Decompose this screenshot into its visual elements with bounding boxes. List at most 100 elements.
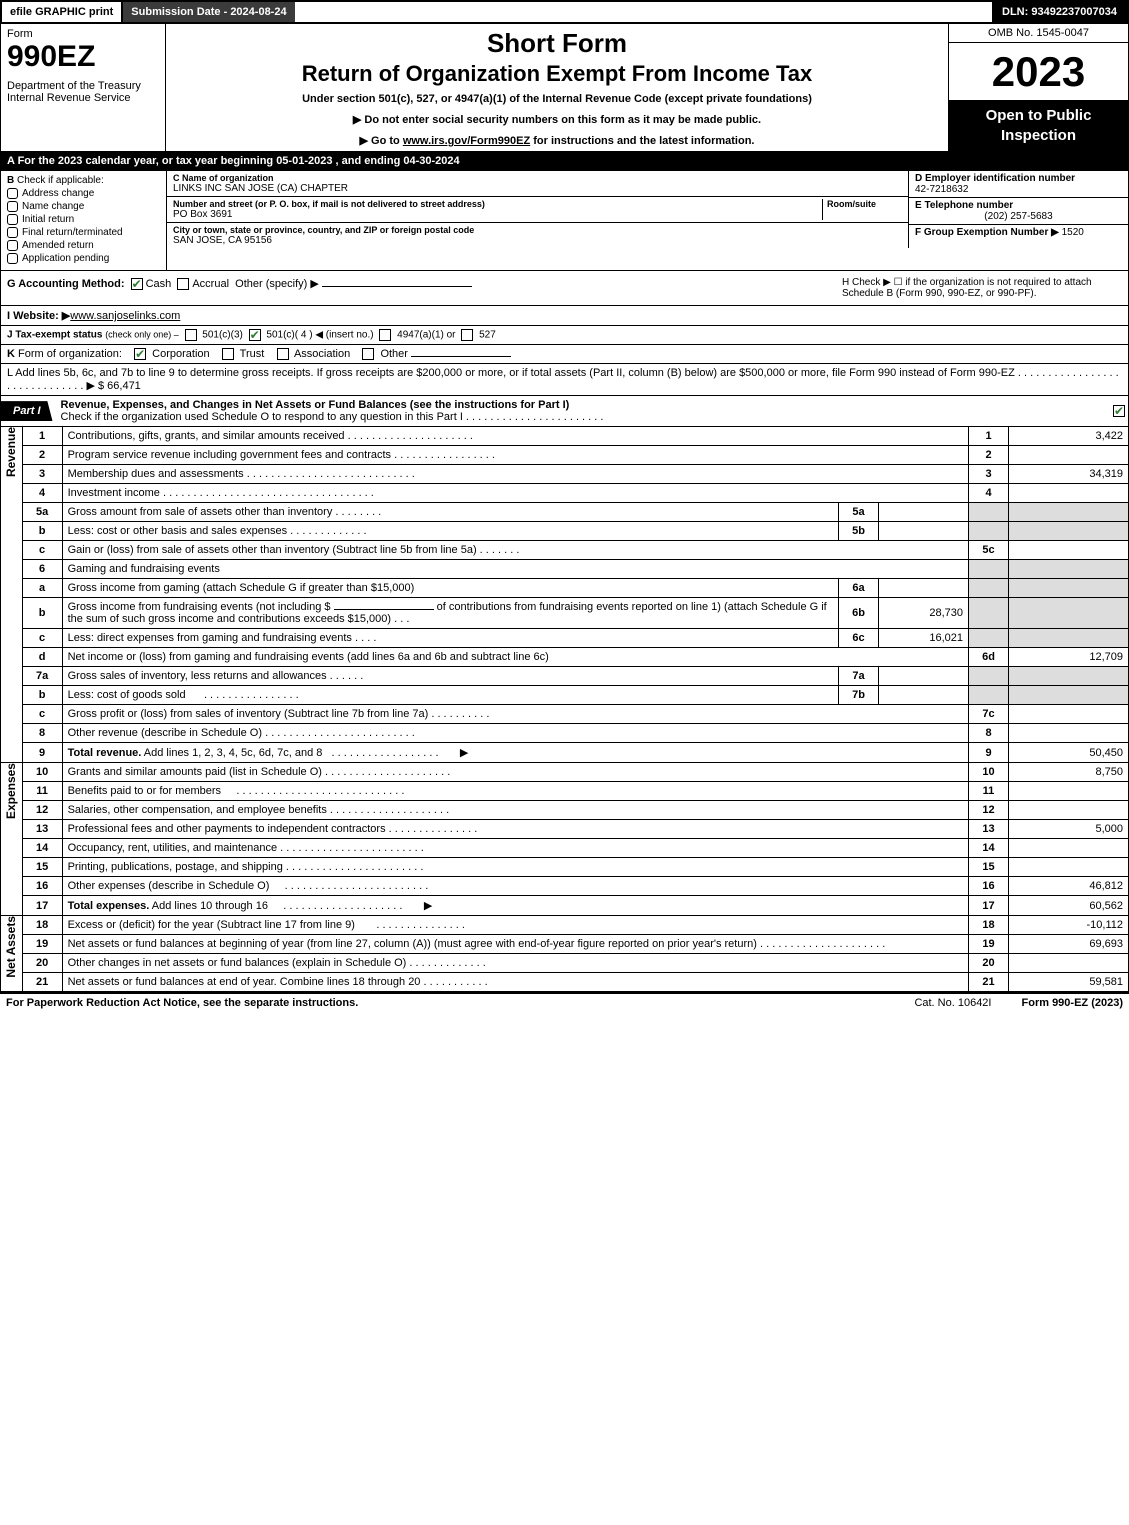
- line-num: 16: [22, 877, 62, 896]
- checkbox-accrual[interactable]: [177, 278, 189, 290]
- part-1-tab: Part I: [1, 401, 53, 421]
- line-desc: Printing, publications, postage, and shi…: [68, 861, 283, 873]
- check-amended-return[interactable]: Amended return: [7, 240, 160, 251]
- checkbox-icon: [7, 188, 18, 199]
- line-value: [1009, 541, 1129, 560]
- group-exemption-row: F Group Exemption Number ▶ 1520: [909, 225, 1128, 240]
- line-5b: bLess: cost or other basis and sales exp…: [22, 522, 1128, 541]
- checkbox-icon: [7, 240, 18, 251]
- checkbox-icon: [7, 214, 18, 225]
- checkbox-527[interactable]: [461, 329, 473, 341]
- checkbox-trust[interactable]: [222, 348, 234, 360]
- line-12: 12Salaries, other compensation, and empl…: [22, 801, 1128, 820]
- checkbox-4947[interactable]: [379, 329, 391, 341]
- footer-left: For Paperwork Reduction Act Notice, see …: [6, 997, 914, 1009]
- line-rval-grey: [1009, 686, 1129, 705]
- expenses-table: 10 Grants and similar amounts paid (list …: [22, 763, 1129, 916]
- line-20: 20 Other changes in net assets or fund ba…: [22, 954, 1128, 973]
- cash-label: Cash: [146, 278, 172, 290]
- row-g-h: G Accounting Method: Cash Accrual Other …: [0, 271, 1129, 306]
- line-value: -10,112: [1009, 916, 1129, 935]
- check-label: Application pending: [22, 253, 109, 264]
- line-value: 5,000: [1009, 820, 1129, 839]
- efile-print-button[interactable]: efile GRAPHIC print: [2, 2, 123, 22]
- check-final-return[interactable]: Final return/terminated: [7, 227, 160, 238]
- line-num: 6: [22, 560, 62, 579]
- line-num: c: [22, 705, 62, 724]
- contrib-input[interactable]: [334, 609, 434, 610]
- line-num: b: [22, 522, 62, 541]
- link-prefix: ▶ Go to: [360, 135, 403, 147]
- line-num: c: [22, 541, 62, 560]
- title-short-form: Short Form: [170, 28, 944, 59]
- line-rnum: 20: [969, 954, 1009, 973]
- line-num: 12: [22, 801, 62, 820]
- checkbox-501c3[interactable]: [185, 329, 197, 341]
- line-desc-bold: Total revenue.: [68, 747, 142, 759]
- line-value: [1009, 446, 1129, 465]
- line-num: 20: [22, 954, 62, 973]
- line-desc: Other changes in net assets or fund bala…: [68, 957, 407, 969]
- line-rnum-grey: [969, 629, 1009, 648]
- row-h: H Check ▶ ☐ if the organization is not r…: [842, 277, 1122, 299]
- footer: For Paperwork Reduction Act Notice, see …: [0, 992, 1129, 1012]
- line-value: 60,562: [1009, 896, 1129, 916]
- irs-link[interactable]: www.irs.gov/Form990EZ: [403, 135, 530, 147]
- line-rnum: 21: [969, 973, 1009, 992]
- check-address-change[interactable]: Address change: [7, 188, 160, 199]
- check-initial-return[interactable]: Initial return: [7, 214, 160, 225]
- check-name-change[interactable]: Name change: [7, 201, 160, 212]
- line-rnum: 13: [969, 820, 1009, 839]
- line-num: b: [22, 686, 62, 705]
- line-5a: 5aGross amount from sale of assets other…: [22, 503, 1128, 522]
- line-subval: 16,021: [879, 629, 969, 648]
- line-desc-bold: Total expenses.: [68, 900, 150, 912]
- line-num: 8: [22, 724, 62, 743]
- city-row: City or town, state or province, country…: [167, 223, 908, 248]
- line-num: 21: [22, 973, 62, 992]
- line-rnum-grey: [969, 598, 1009, 629]
- ein-row: D Employer identification number 42-7218…: [909, 171, 1128, 198]
- line-value: 50,450: [1009, 743, 1129, 763]
- line-num: 14: [22, 839, 62, 858]
- section-c: C Name of organization LINKS INC SAN JOS…: [167, 171, 908, 248]
- other-org-input[interactable]: [411, 356, 511, 357]
- form-label: Form: [7, 28, 159, 40]
- other-label: Other (specify) ▶: [235, 278, 319, 290]
- website-link[interactable]: www.sanjoselinks.com: [70, 310, 180, 322]
- check-application-pending[interactable]: Application pending: [7, 253, 160, 264]
- section-c-d-row: C Name of organization LINKS INC SAN JOS…: [167, 171, 1128, 248]
- line-num: 10: [22, 763, 62, 782]
- line-desc: Grants and similar amounts paid (list in…: [68, 766, 322, 778]
- checkbox-corporation[interactable]: [134, 348, 146, 360]
- line-rval-grey: [1009, 579, 1129, 598]
- check-label: Name change: [22, 201, 84, 212]
- line-desc: Occupancy, rent, utilities, and maintena…: [68, 842, 278, 854]
- other-input[interactable]: [322, 286, 472, 287]
- checkbox-other-org[interactable]: [362, 348, 374, 360]
- website-label: I Website: ▶: [7, 310, 70, 322]
- line-desc: Gross income from gaming (attach Schedul…: [62, 579, 838, 598]
- street-label: Number and street (or P. O. box, if mail…: [173, 199, 822, 209]
- line-desc: Gross profit or (loss) from sales of inv…: [68, 708, 429, 720]
- line-17: 17Total expenses. Add lines 10 through 1…: [22, 896, 1128, 916]
- section-b-label: B: [7, 175, 14, 186]
- checkbox-association[interactable]: [277, 348, 289, 360]
- line-subval: [879, 579, 969, 598]
- line-rval-grey: [1009, 629, 1129, 648]
- schedule-o-check[interactable]: [1110, 405, 1128, 417]
- line-21: 21Net assets or fund balances at end of …: [22, 973, 1128, 992]
- line-subval: [879, 503, 969, 522]
- line-num: b: [22, 598, 62, 629]
- expenses-section: Expenses 10Grants and similar amounts pa…: [0, 763, 1129, 916]
- checkbox-cash[interactable]: [131, 278, 143, 290]
- accrual-label: Accrual: [192, 278, 229, 290]
- line-rnum-grey: [969, 579, 1009, 598]
- checkbox-501c[interactable]: [249, 329, 261, 341]
- line-subnum: 6a: [839, 579, 879, 598]
- line-rnum: 9: [969, 743, 1009, 763]
- section-b: B Check if applicable: Address change Na…: [1, 171, 166, 270]
- revenue-section: Revenue 1Contributions, gifts, grants, a…: [0, 427, 1129, 763]
- line-rnum: 10: [969, 763, 1009, 782]
- line-a: A For the 2023 calendar year, or tax yea…: [0, 152, 1129, 171]
